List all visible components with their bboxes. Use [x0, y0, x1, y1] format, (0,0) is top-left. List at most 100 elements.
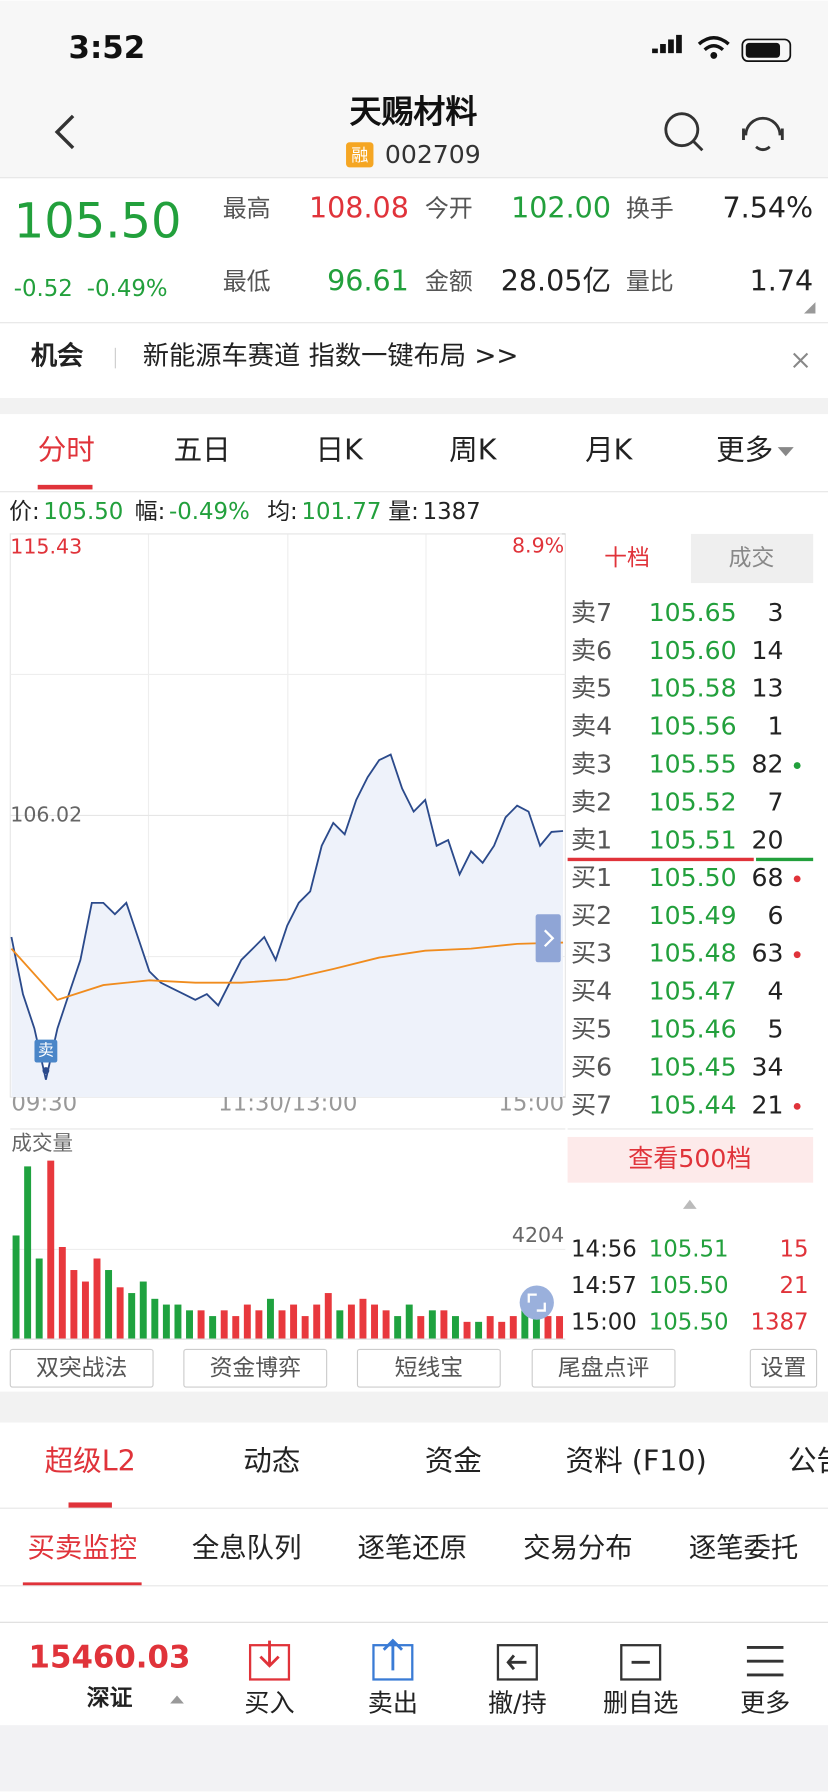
volume-bar: [105, 1270, 113, 1340]
more-levels[interactable]: 查看500档: [628, 1144, 751, 1173]
volume-bar: [209, 1316, 217, 1340]
annotation-box: [34, 1039, 58, 1063]
stock-code: 002709: [385, 140, 481, 169]
info-label: 量:: [388, 499, 419, 525]
action-label[interactable]: 卖出: [368, 1689, 418, 1718]
trade-price: 105.51: [649, 1237, 729, 1263]
volume-bar: [301, 1316, 309, 1340]
book-label: 买7: [571, 1090, 612, 1119]
tool-label[interactable]: 双突战法: [36, 1355, 127, 1381]
index-value[interactable]: 15460.03: [29, 1639, 191, 1675]
book-qty: 13: [752, 674, 784, 703]
sub-tab[interactable]: 交易分布: [523, 1533, 633, 1564]
header-bg: [0, 0, 828, 178]
book-label: 卖4: [571, 712, 612, 741]
section-tab[interactable]: 资料 (F10): [566, 1443, 707, 1477]
book-dot: [793, 1102, 801, 1110]
badge-text: 融: [351, 146, 368, 166]
chart-tab[interactable]: 月K: [585, 433, 634, 467]
action-label[interactable]: 删自选: [603, 1689, 678, 1718]
tool-label[interactable]: 资金博弈: [210, 1355, 301, 1381]
field-label: 换手: [626, 195, 674, 223]
sub-tab[interactable]: 买卖监控: [27, 1533, 137, 1564]
section-tab[interactable]: 动态: [243, 1443, 300, 1477]
volume-bar: [12, 1235, 20, 1340]
y-tick-label: 115.43: [10, 535, 82, 559]
sub-tab[interactable]: 逐笔委托: [689, 1533, 799, 1564]
search-icon[interactable]: [664, 112, 700, 148]
info-value: -0.49%: [169, 499, 250, 525]
action-label[interactable]: 更多: [740, 1689, 790, 1718]
tool-label[interactable]: 短线宝: [395, 1355, 463, 1381]
book-qty: 7: [767, 787, 783, 816]
volume-title: 成交量: [11, 1131, 73, 1155]
chat-icon[interactable]: [742, 116, 784, 152]
book-price: 105.47: [649, 977, 737, 1006]
action-label[interactable]: 撤/持: [488, 1689, 547, 1718]
field-value: 96.61: [327, 264, 409, 298]
trade-time: 14:56: [571, 1237, 637, 1263]
bottom-bar: [0, 1622, 828, 1726]
tool-label[interactable]: 设置: [761, 1355, 807, 1381]
field-label: 最低: [223, 268, 271, 296]
field-value: 108.08: [309, 191, 409, 225]
volume-bar: [47, 1160, 55, 1340]
change: -0.52: [14, 276, 73, 302]
book-qty: 82: [752, 750, 784, 779]
book-qty: 6: [767, 901, 783, 930]
subtab-underline: [22, 1582, 142, 1586]
action-label[interactable]: 买入: [244, 1689, 294, 1718]
chart-tab[interactable]: 日K: [316, 433, 365, 467]
banner-text[interactable]: 新能源车赛道 指数一键布局 >>: [143, 341, 519, 371]
y-tick-label: 4204: [512, 1223, 564, 1247]
tool-label[interactable]: 尾盘点评: [558, 1355, 649, 1381]
price: 105.50: [14, 193, 182, 249]
volume-bar: [24, 1166, 32, 1340]
book-dot: [793, 762, 801, 770]
chart-tab[interactable]: 五日: [174, 433, 231, 467]
chart-tab[interactable]: 更多: [716, 433, 773, 467]
action-glyph: [506, 1654, 527, 1671]
book-dot: [793, 875, 801, 883]
search-handle: [692, 140, 704, 152]
up-arrow: [682, 1199, 697, 1209]
volume-bar: [266, 1298, 274, 1340]
section-tab[interactable]: 公告: [788, 1443, 828, 1477]
section-tab[interactable]: 超级L2: [45, 1443, 136, 1477]
volume-bar: [128, 1293, 136, 1340]
sub-tab[interactable]: 全息队列: [192, 1533, 302, 1564]
volume-bar: [417, 1316, 425, 1340]
book-tab[interactable]: 十档: [604, 546, 650, 572]
volume-bar: [197, 1310, 205, 1340]
sub-tab[interactable]: 逐笔还原: [357, 1533, 467, 1564]
book-price: 105.55: [649, 750, 737, 779]
back-button[interactable]: [54, 114, 75, 150]
book-label: 买4: [571, 977, 612, 1006]
info-label: 幅:: [135, 499, 166, 525]
close-icon[interactable]: [793, 352, 809, 368]
book-qty: 63: [752, 939, 784, 968]
volume-bar: [70, 1270, 78, 1340]
book-tab[interactable]: 成交: [729, 546, 775, 572]
field-label: 量比: [626, 268, 674, 296]
chart-tab[interactable]: 分时: [38, 433, 95, 467]
tool-button: [183, 1348, 328, 1388]
book-label: 买1: [571, 863, 612, 892]
gap: [0, 398, 828, 415]
book-label: 买2: [571, 901, 612, 930]
volume-bar: [382, 1310, 390, 1340]
section-tab[interactable]: 资金: [425, 1443, 482, 1477]
volume-bar: [486, 1316, 494, 1340]
volume-bar: [452, 1316, 459, 1340]
chart-tab[interactable]: 周K: [449, 433, 498, 467]
book-price: 105.51: [649, 825, 737, 854]
expand-button[interactable]: [519, 1285, 554, 1320]
book-label: 买5: [571, 1015, 612, 1044]
volume-bar: [371, 1304, 378, 1340]
book-label: 卖2: [571, 787, 612, 816]
index-name: 深证: [87, 1685, 133, 1711]
trade-price: 105.50: [649, 1273, 729, 1299]
volume-bar: [347, 1304, 355, 1340]
book-label: 卖1: [571, 825, 612, 854]
